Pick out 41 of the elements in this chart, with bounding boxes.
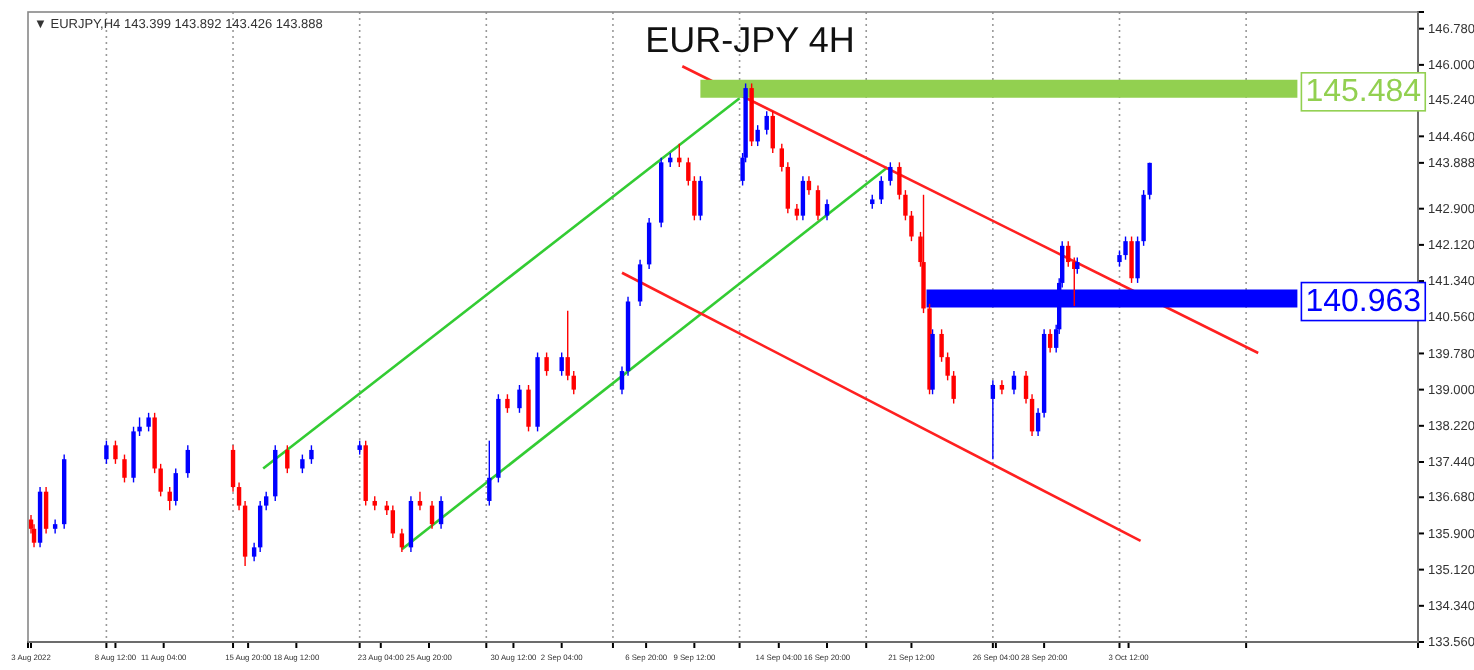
candlestick: [505, 393, 510, 414]
annotation: 140.963: [1305, 284, 1422, 319]
annotation: 145.484: [1305, 74, 1422, 109]
candlestick: [438, 495, 444, 530]
candlestick: [990, 379, 996, 460]
candlestick: [815, 184, 821, 221]
candlestick: [113, 439, 118, 465]
candlestick: [888, 161, 893, 187]
candlestick: [300, 453, 305, 474]
candlestick: [408, 495, 414, 553]
chart-title: EUR-JPY 4H: [645, 20, 855, 60]
candlestick: [417, 490, 423, 511]
candlestick: [43, 486, 49, 535]
candlestick: [487, 439, 492, 507]
candlestick: [146, 412, 151, 433]
candlestick: [1129, 235, 1134, 284]
candlestick: [122, 453, 127, 484]
candlestick: [544, 351, 549, 377]
candlestick: [764, 110, 769, 136]
candlestick: [770, 110, 775, 154]
candlestick: [698, 175, 703, 221]
candlestick: [104, 439, 109, 465]
candlestick: [1123, 235, 1128, 261]
candlestick: [1066, 240, 1071, 268]
candlestick: [273, 444, 278, 502]
candlestick: [309, 444, 314, 465]
candlestick: [185, 444, 190, 479]
candlestick: [637, 259, 643, 307]
candlestick: [999, 379, 1005, 395]
candlestick: [1047, 328, 1053, 354]
candlestick: [526, 384, 531, 433]
candlestick: [285, 444, 290, 474]
candlestick: [800, 175, 806, 221]
candlestick: [173, 467, 178, 507]
candlestick: [559, 351, 564, 377]
candlestick: [517, 384, 522, 414]
candlestick: [1011, 370, 1017, 395]
candlestick: [399, 528, 405, 553]
candlestick: [824, 198, 830, 221]
candlestick: [390, 504, 396, 539]
candlestick: [755, 124, 760, 147]
